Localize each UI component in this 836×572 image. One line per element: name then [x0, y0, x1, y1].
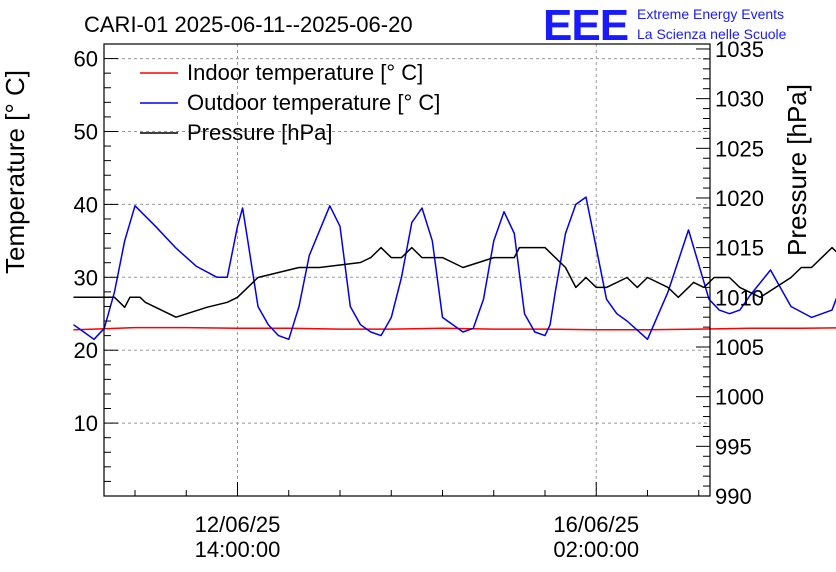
y2-tick-label: 990 [715, 484, 752, 509]
y2-tick-label: 1000 [715, 385, 764, 410]
legend-label-pressure: Pressure [hPa] [187, 120, 333, 145]
outdoor-temperature-line [73, 196, 836, 341]
y2-tick-label: 1020 [715, 186, 764, 211]
y2-tick-label: 1030 [715, 87, 764, 112]
y-tick-label: 40 [74, 192, 98, 217]
y2-tick-label: 995 [715, 434, 752, 459]
legend-label-outdoor: Outdoor temperature [° C] [187, 90, 440, 115]
plot-frame [103, 43, 711, 497]
legend: Indoor temperature [° C] Outdoor tempera… [140, 60, 440, 145]
series-layer [73, 196, 836, 341]
y2-axis-title: Pressure [hPa] [782, 84, 812, 256]
y-axis-title: Temperature [° C] [0, 70, 30, 274]
y2-tick-label: 1010 [715, 285, 764, 310]
x-tick-label-time: 02:00:00 [553, 537, 639, 562]
y-tick-label: 60 [74, 47, 98, 72]
logo-line-2: La Scienza nelle Scuole [637, 26, 787, 42]
eee-logo: EEE Extreme Energy Events La Scienza nel… [543, 1, 787, 50]
y-tick-label: 10 [74, 411, 98, 436]
y-tick-label: 50 [74, 119, 98, 144]
y2-tick-label: 1035 [715, 37, 764, 62]
y2-tick-label: 1005 [715, 335, 764, 360]
x-tick-label-time: 14:00:00 [195, 537, 281, 562]
legend-label-indoor: Indoor temperature [° C] [187, 60, 423, 85]
x-tick-label-date: 12/06/25 [195, 512, 281, 537]
y2-tick-label: 1025 [715, 136, 764, 161]
x-tick-label-date: 16/06/25 [553, 512, 639, 537]
y-tick-label: 20 [74, 338, 98, 363]
axis-layer: 1020304050609909951000100510101015102010… [74, 37, 764, 562]
grid-layer [104, 44, 710, 496]
y2-tick-label: 1015 [715, 236, 764, 261]
logo-line-1: Extreme Energy Events [637, 6, 784, 22]
y-tick-label: 30 [74, 265, 98, 290]
indoor-temperature-line [73, 326, 836, 331]
chart-title: CARI-01 2025-06-11--2025-06-20 [84, 12, 413, 37]
logo-mark: EEE [543, 1, 628, 50]
pressure-line [73, 246, 836, 318]
